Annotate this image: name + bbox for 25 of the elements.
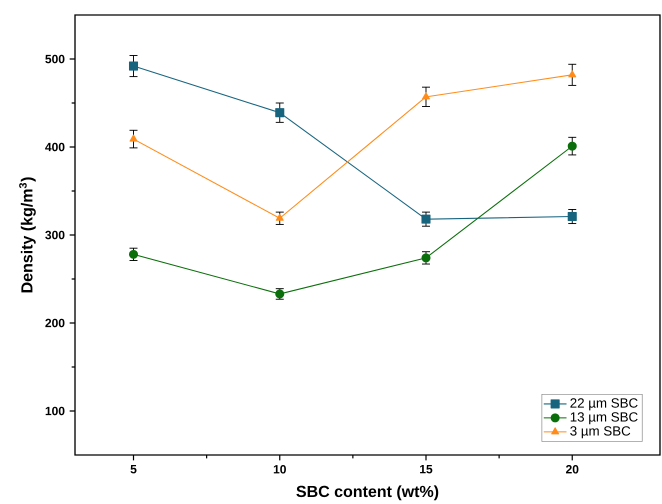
y-tick-label: 200 <box>45 318 64 328</box>
x-tick-label: 15 <box>420 465 432 474</box>
x-tick-label: 5 <box>130 465 137 474</box>
legend-label: 3 µm SBC <box>570 426 630 438</box>
x-axis-title: SBC content (wt%) <box>296 485 438 500</box>
y-tick-label: 500 <box>45 54 64 64</box>
y-tick-label: 100 <box>46 406 64 416</box>
point <box>422 92 430 100</box>
y-tick-label: 300 <box>45 230 64 240</box>
point <box>568 70 576 78</box>
point <box>276 214 284 221</box>
point <box>421 214 431 224</box>
legend-label: 22 µm SBC <box>570 398 638 410</box>
point <box>128 62 138 71</box>
point <box>568 212 577 222</box>
y-tick-label: 400 <box>45 142 64 152</box>
point <box>128 250 138 259</box>
legend-label: 13 µm SBC <box>570 412 638 424</box>
point <box>130 134 138 142</box>
x-tick-label: 20 <box>566 465 578 474</box>
x-tick-label: 10 <box>274 465 286 474</box>
y-axis-title: Density (kg/m$^{3}$) <box>19 177 36 292</box>
point <box>568 142 577 151</box>
point <box>275 108 284 118</box>
point <box>421 253 431 262</box>
